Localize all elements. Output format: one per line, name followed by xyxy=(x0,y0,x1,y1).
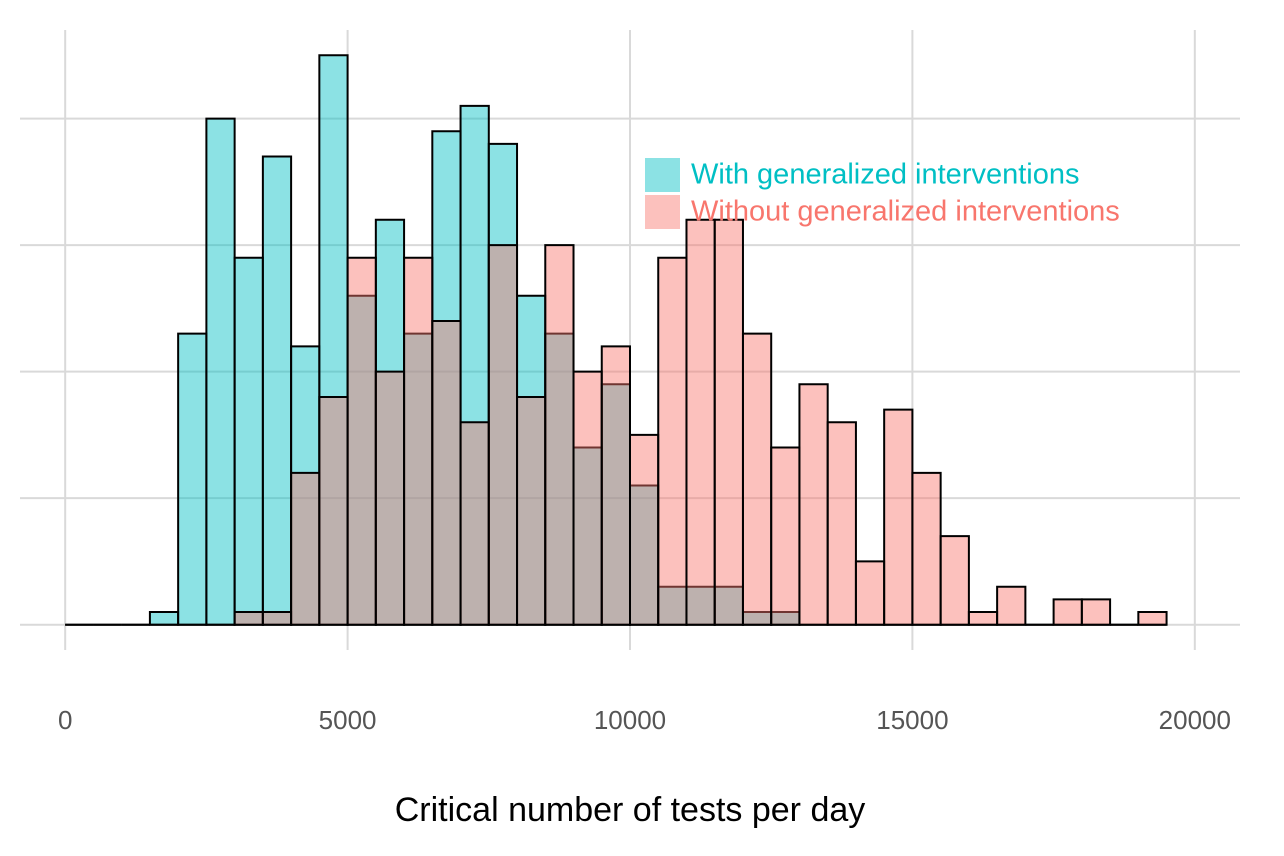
bar xyxy=(996,585,1027,626)
bar xyxy=(261,611,293,626)
bar xyxy=(233,256,264,626)
bar xyxy=(318,395,349,626)
bar xyxy=(516,395,547,626)
bar xyxy=(600,345,631,626)
bar xyxy=(967,611,999,626)
bar xyxy=(261,155,293,626)
bar xyxy=(854,560,886,626)
bar xyxy=(148,611,180,626)
bar xyxy=(685,218,716,626)
bar xyxy=(713,218,744,626)
bar xyxy=(826,421,857,626)
bar xyxy=(1052,598,1083,626)
bar xyxy=(205,117,236,626)
bar xyxy=(431,320,462,626)
bar xyxy=(770,446,801,626)
bar xyxy=(883,408,914,626)
x-tick-label: 15000 xyxy=(876,705,948,735)
bar xyxy=(741,332,773,626)
x-tick-label: 5000 xyxy=(319,705,377,735)
bar xyxy=(487,244,519,626)
legend-swatch xyxy=(645,195,680,229)
x-tick-label: 20000 xyxy=(1159,705,1231,735)
legend-label: Without generalized interventions xyxy=(691,196,1120,228)
x-axis-label: Critical number of tests per day xyxy=(395,791,866,829)
bar xyxy=(629,433,660,626)
legend-label: With generalized interventions xyxy=(691,159,1079,191)
bar xyxy=(544,244,575,626)
bar xyxy=(346,256,377,626)
bar xyxy=(290,471,321,626)
legend-swatch xyxy=(645,158,680,192)
x-tick-label: 0 xyxy=(58,705,72,735)
bar xyxy=(911,471,942,626)
bar xyxy=(374,370,406,626)
bar xyxy=(1137,611,1168,626)
bar xyxy=(233,611,264,626)
bar xyxy=(572,370,603,626)
x-tick-label: 10000 xyxy=(594,705,666,735)
bar xyxy=(459,421,490,626)
bar xyxy=(657,256,688,626)
bar xyxy=(939,535,970,626)
bar xyxy=(798,383,829,626)
bar xyxy=(1080,598,1112,626)
bar xyxy=(403,256,434,626)
bar xyxy=(177,332,208,626)
